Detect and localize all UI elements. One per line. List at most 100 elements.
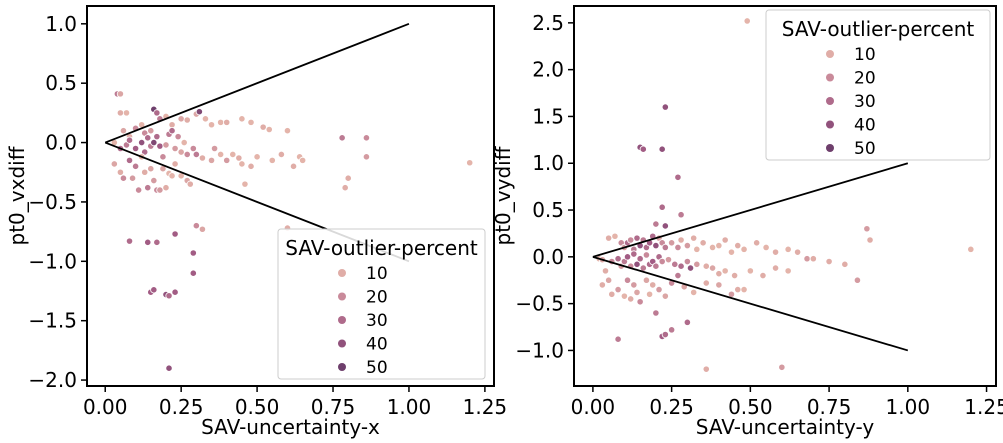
- scatter-point: [715, 270, 723, 278]
- scatter-point: [128, 174, 137, 182]
- scatter-point: [150, 286, 158, 294]
- legend-label: 40: [854, 116, 876, 136]
- scatter-point: [683, 318, 691, 326]
- x-tick-label: 0.00: [83, 395, 128, 419]
- scatter-point: [138, 138, 146, 147]
- y-tick-label: 0.5: [532, 198, 564, 222]
- scatter-point: [664, 256, 673, 264]
- plot-frame: [573, 5, 997, 387]
- legend-title: SAV-outlier-percent: [782, 17, 975, 41]
- scatter-point: [771, 264, 780, 272]
- x-tick-label: 0.75: [311, 395, 356, 419]
- scatter-point: [627, 236, 635, 244]
- scatter-point: [156, 186, 164, 194]
- scatter-point: [642, 251, 651, 259]
- legend-label: 50: [366, 358, 388, 378]
- scatter-point: [466, 159, 474, 167]
- legend: SAV-outlier-percent 10 20 30 40 50: [277, 228, 486, 380]
- scatter-point: [144, 238, 152, 246]
- scatter-point: [636, 298, 644, 306]
- scatter-point: [699, 239, 707, 247]
- scatter-point: [186, 180, 194, 188]
- scatter-point: [715, 242, 723, 250]
- y-tick-label: −1.0: [28, 249, 77, 273]
- scatter-point: [652, 262, 660, 270]
- scatter-point: [614, 335, 622, 343]
- legend-label: 20: [854, 69, 876, 89]
- reference-lines: [592, 162, 909, 352]
- scatter-point: [727, 248, 736, 256]
- y-tick-label: 2.5: [532, 11, 564, 35]
- scatter-point: [611, 232, 619, 240]
- legend-label: 10: [854, 45, 876, 65]
- y-tick-label: −0.5: [515, 292, 564, 316]
- scatter-point: [661, 243, 669, 252]
- legend-marker: [826, 144, 834, 152]
- scatter-point: [299, 156, 307, 164]
- legend-label: 50: [854, 139, 876, 159]
- scatter-point: [633, 234, 641, 242]
- legend: SAV-outlier-percent 10 20 30 40 50: [765, 9, 991, 161]
- scatter-point: [721, 236, 729, 244]
- scatter-point: [159, 153, 167, 161]
- scatter-point: [131, 162, 140, 170]
- y-tick-label: −1.5: [28, 309, 77, 333]
- scatter-point: [793, 248, 802, 256]
- scatter-point: [652, 220, 660, 228]
- scatter-point: [639, 145, 647, 153]
- scatter-point: [778, 363, 786, 371]
- scatter-point: [259, 123, 267, 131]
- legend-marker: [826, 73, 834, 82]
- scatter-point: [141, 168, 149, 176]
- scatter-point: [198, 154, 207, 162]
- scatter-point: [210, 144, 219, 153]
- scatter-point: [189, 269, 197, 277]
- scatter-point: [734, 285, 742, 294]
- x-tick-label: 1.00: [886, 395, 931, 419]
- scatter-point: [110, 160, 118, 168]
- legend-marker: [826, 50, 834, 58]
- scatter-point: [174, 133, 182, 141]
- x-tick-label: 0.25: [649, 395, 694, 419]
- scatter-point: [740, 245, 748, 253]
- scatter-point: [702, 365, 710, 373]
- scatter-point: [661, 222, 669, 230]
- x-tick-label: 0.50: [235, 395, 280, 419]
- x-tick-label: 1.25: [964, 395, 1003, 419]
- x-axis-label: SAV-uncertainty-x: [201, 415, 380, 439]
- scatter-point: [153, 109, 161, 117]
- scatter-point: [668, 239, 676, 247]
- scatter-point: [649, 281, 657, 289]
- scatter-point: [671, 260, 679, 268]
- x-tick-label: 0.75: [807, 395, 852, 419]
- scatter-point: [116, 109, 125, 117]
- scatter-point: [753, 239, 761, 247]
- scatter-point: [265, 125, 273, 134]
- scatter-point: [156, 142, 164, 150]
- scatter-point: [125, 237, 134, 245]
- scatter-point: [674, 243, 682, 252]
- scatter-point: [153, 133, 161, 141]
- scatter-point: [150, 176, 158, 185]
- scatter-point: [620, 292, 628, 300]
- reference-line: [104, 22, 410, 144]
- scatter-plot-x: 0.00 0.25 0.50 0.75 1.00 1.25 −2.0 −1.5 −1.0 −0.…: [5, 5, 507, 439]
- y-tick-label: −1.0: [515, 338, 564, 362]
- scatter-point: [171, 288, 179, 296]
- scatter-point: [180, 138, 188, 147]
- scatter-point: [344, 174, 352, 182]
- scatter-point: [144, 134, 152, 142]
- scatter-point: [605, 234, 613, 242]
- scatter-point: [623, 276, 632, 284]
- scatter-point: [125, 156, 134, 164]
- scatter-point: [784, 245, 792, 253]
- scatter-point: [283, 127, 292, 135]
- scatter-point: [116, 90, 125, 98]
- scatter-point: [253, 153, 261, 161]
- scatter-point: [238, 115, 246, 123]
- legend-marker: [338, 292, 346, 301]
- scatter-point: [683, 242, 691, 250]
- y-tick-label: 2.0: [532, 58, 564, 82]
- scatter-point: [743, 17, 751, 25]
